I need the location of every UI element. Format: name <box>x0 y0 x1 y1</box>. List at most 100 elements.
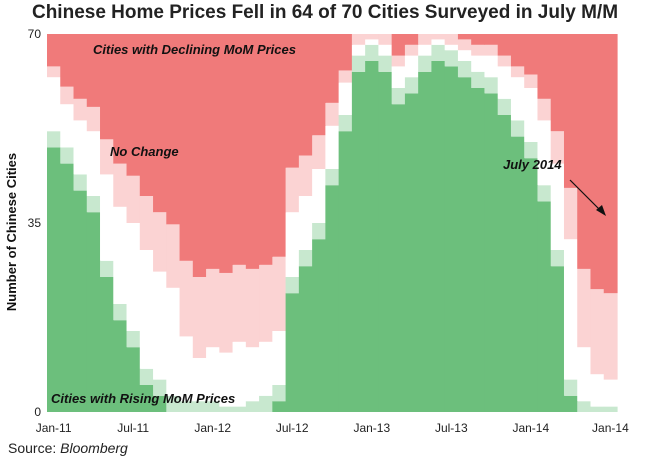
bar-no-change <box>550 163 565 250</box>
bar-declining-fringe <box>192 277 207 358</box>
bar-rising-fringe <box>378 55 393 72</box>
bar-declining <box>457 34 472 40</box>
bar-rising <box>153 395 167 412</box>
bar-declining <box>312 34 326 136</box>
bar-rising <box>139 385 154 412</box>
bar-declining <box>603 34 618 294</box>
y-tick-label: 35 <box>28 216 42 230</box>
bar-no-change <box>139 250 154 369</box>
bar-declining-fringe <box>153 212 167 272</box>
bar-rising-fringe <box>73 174 88 191</box>
bar-no-change <box>100 174 114 261</box>
bar-declining <box>325 34 340 103</box>
bar-declining-fringe <box>179 260 194 337</box>
bar-rising-fringe <box>537 185 552 202</box>
bar-no-change <box>577 347 592 402</box>
bar-declining-fringe <box>524 74 539 88</box>
bar-no-change <box>285 212 300 277</box>
bar-declining-fringe <box>139 196 154 250</box>
bar-no-change <box>378 44 393 56</box>
bar-rising-fringe <box>259 395 273 412</box>
bar-declining <box>497 34 512 56</box>
bar-rising-fringe <box>338 115 353 132</box>
bar-rising-fringe <box>444 50 459 67</box>
bar-rising <box>113 320 128 412</box>
bar-rising-fringe <box>60 147 75 164</box>
bar-declining-fringe <box>378 34 393 45</box>
bar-rising <box>86 212 101 412</box>
bar-no-change <box>47 77 61 132</box>
bar-rising <box>550 266 565 412</box>
y-tick-label: 70 <box>28 27 42 41</box>
bar-no-change <box>603 379 618 407</box>
bar-declining <box>206 34 220 269</box>
bar-no-change <box>497 66 512 99</box>
bar-declining-fringe <box>444 34 459 45</box>
bar-declining-fringe <box>577 268 592 348</box>
bar-rising-fringe <box>179 401 194 412</box>
x-tick-label: Jul-13 <box>435 421 468 435</box>
bar-rising <box>444 66 459 413</box>
bar-declining <box>471 34 486 45</box>
bar-rising <box>73 190 88 412</box>
bar-rising-fringe <box>351 55 366 72</box>
bar-no-change <box>563 239 578 380</box>
bar-no-change <box>444 44 459 51</box>
bar-rising <box>510 136 525 412</box>
bar-rising-fringe <box>457 61 472 78</box>
annotation-no-change: No Change <box>110 144 179 159</box>
bar-rising <box>285 293 300 412</box>
bar-rising-fringe <box>139 368 154 385</box>
x-tick-label: Jul-11 <box>117 421 149 435</box>
bar-rising-fringe <box>550 250 565 267</box>
bar-declining-fringe <box>590 289 605 375</box>
bar-no-change <box>126 223 141 331</box>
bar-rising-fringe <box>577 401 592 412</box>
bar-declining <box>285 34 300 168</box>
bar-declining <box>272 34 287 257</box>
bar-rising-fringe <box>219 406 234 412</box>
bar-declining-fringe <box>272 256 287 331</box>
bar-rising-fringe <box>245 401 260 412</box>
bar-rising <box>312 239 326 412</box>
bar-declining <box>113 34 128 164</box>
bar-declining <box>259 34 273 265</box>
bar-declining-fringe <box>338 70 353 83</box>
bar-declining-fringe <box>471 44 486 56</box>
x-tick-label: Jan-11 <box>36 421 72 435</box>
bar-declining-fringe <box>365 34 379 40</box>
bar-no-change <box>484 55 499 78</box>
bar-rising-fringe <box>113 304 128 321</box>
bar-no-change <box>113 206 128 304</box>
bar-no-change <box>590 374 605 407</box>
y-tick-label: 0 <box>34 405 41 419</box>
bar-rising-fringe <box>206 401 220 412</box>
bar-declining-fringe <box>537 98 552 121</box>
bar-declining <box>510 34 525 67</box>
bar-no-change <box>524 88 539 142</box>
bar-declining-fringe <box>497 55 512 67</box>
bar-no-change <box>365 39 379 45</box>
bar-declining-fringe <box>47 66 61 78</box>
bar-rising-fringe <box>510 120 525 137</box>
bar-no-change <box>510 77 525 121</box>
bar-declining-fringe <box>285 167 300 213</box>
bar-rising-fringe <box>404 77 419 94</box>
bar-rising <box>100 277 114 412</box>
annotation-declining: Cities with Declining MoM Prices <box>93 42 296 57</box>
bar-declining-fringe <box>418 34 433 45</box>
bar-no-change <box>338 82 353 115</box>
bar-declining <box>577 34 592 269</box>
bar-rising <box>404 93 419 413</box>
bar-no-change <box>86 131 101 196</box>
bar-declining-fringe <box>563 187 578 240</box>
bar-rising-fringe <box>47 131 61 148</box>
bar-declining-fringe <box>391 55 406 67</box>
bar-rising <box>418 71 433 413</box>
bar-rising-fringe <box>391 88 406 105</box>
bar-declining <box>391 34 406 56</box>
bar-rising-fringe <box>126 331 141 348</box>
bar-rising <box>47 147 61 412</box>
bar-no-change <box>312 169 326 223</box>
source-note: Source: Bloomberg <box>8 440 128 456</box>
